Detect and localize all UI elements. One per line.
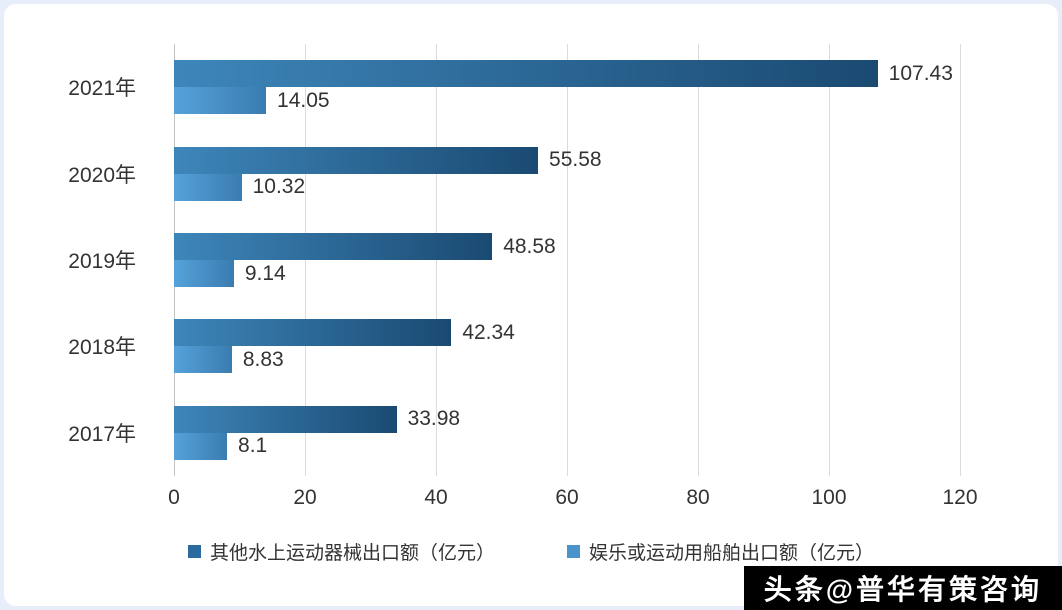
- x-tick-label: 100: [811, 486, 847, 509]
- bar-value-label: 107.43: [888, 61, 953, 85]
- legend-item: 娱乐或运动用船舶出口额（亿元）: [567, 538, 874, 565]
- gridline: [305, 44, 306, 476]
- watermark-badge: 头条@普华有策咨询: [743, 566, 1062, 610]
- gridline: [567, 44, 568, 476]
- gridline: [829, 44, 830, 476]
- x-tick-label: 120: [942, 486, 978, 509]
- bar-series2: [174, 87, 267, 115]
- y-axis-labels: 2021年 2020年 2019年 2018年 2017年: [4, 44, 154, 476]
- bar-series1: [174, 233, 493, 260]
- legend-marker-icon: [187, 545, 201, 558]
- y-category-label: 2020年: [68, 163, 136, 187]
- gridline: [436, 44, 437, 476]
- gridline: [960, 44, 961, 476]
- y-category-label: 2021年: [68, 77, 136, 101]
- bar-value-label: 55.58: [549, 148, 602, 172]
- legend-item: 其他水上运动器械出口额（亿元）: [187, 538, 495, 565]
- y-category-label: 2019年: [68, 250, 136, 273]
- x-tick-label: 80: [686, 486, 710, 509]
- x-tick-label: 0: [168, 486, 180, 509]
- bar-value-label: 48.58: [503, 234, 556, 258]
- x-axis: 0 20 40 60 80 100 120: [168, 486, 977, 512]
- watermark-text: 头条@普华有策咨询: [763, 574, 1042, 605]
- bar-value-label: 9.14: [244, 261, 286, 285]
- bar-value-label: 42.34: [462, 320, 515, 344]
- legend: 其他水上运动器械出口额（亿元） 娱乐或运动用船舶出口额（亿元）: [4, 538, 1058, 565]
- x-tick-label: 20: [293, 486, 317, 509]
- bar-series1: [174, 319, 452, 347]
- legend-label: 其他水上运动器械出口额（亿元）: [209, 543, 495, 564]
- bar-value-label: 8.1: [238, 434, 268, 458]
- bar-series1: [174, 60, 878, 88]
- x-tick-label: 40: [424, 486, 448, 509]
- legend-marker-icon: [567, 545, 580, 558]
- x-tick-label: 60: [555, 486, 579, 509]
- bar-series1: [174, 405, 397, 433]
- bar-series2: [174, 346, 232, 374]
- bar-value-label: 10.32: [252, 175, 306, 199]
- bar-series1: [174, 146, 539, 174]
- bar-value-label: 8.83: [242, 347, 284, 371]
- bar-series2: [174, 260, 234, 287]
- bar-series2: [174, 173, 242, 201]
- legend-label: 娱乐或运动用船舶出口额（亿元）: [589, 543, 875, 564]
- bar-value-label: 33.98: [407, 407, 461, 431]
- bar-value-label: 14.05: [277, 88, 330, 112]
- y-category-label: 2018年: [68, 336, 136, 360]
- gridline: [698, 44, 699, 476]
- y-category-label: 2017年: [68, 422, 136, 446]
- chart-card: 2021年 2020年 2019年 2018年 2017年 107.43 14.05 55.…: [4, 4, 1058, 606]
- bar-series2: [174, 432, 228, 460]
- plot-area: 107.43 14.05 55.58 10.32 48.58 9.14 42.34 8.83 3…: [174, 44, 961, 476]
